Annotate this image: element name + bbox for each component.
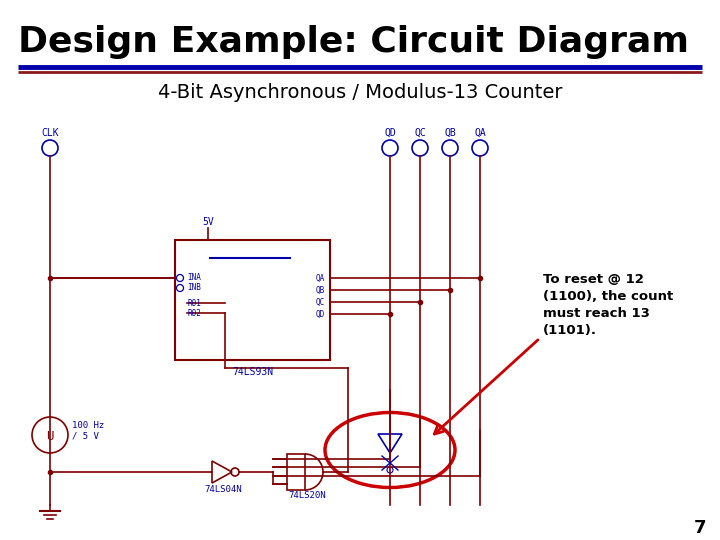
- Text: INA: INA: [187, 273, 201, 282]
- Text: QB: QB: [316, 286, 325, 294]
- Text: R01: R01: [187, 299, 201, 307]
- Bar: [175, 240, 330, 360]
- Text: R02: R02: [187, 308, 201, 318]
- Text: 7: 7: [694, 519, 706, 537]
- Text: QC: QC: [414, 128, 426, 138]
- Text: 74LS04N: 74LS04N: [204, 485, 242, 495]
- Text: QB: QB: [444, 128, 456, 138]
- Text: INB: INB: [187, 284, 201, 293]
- Text: 100 Hz
/ 5 V: 100 Hz / 5 V: [72, 421, 104, 441]
- Text: QD: QD: [316, 309, 325, 319]
- Text: QD: QD: [384, 128, 396, 138]
- Text: 74LS93N: 74LS93N: [232, 367, 273, 377]
- Text: 74LS20N: 74LS20N: [288, 491, 326, 501]
- Text: U: U: [46, 430, 54, 443]
- Text: QA: QA: [474, 128, 486, 138]
- Text: QC: QC: [316, 298, 325, 307]
- Text: QA: QA: [316, 273, 325, 282]
- Text: To reset @ 12
(1100), the count
must reach 13
(1101).: To reset @ 12 (1100), the count must rea…: [543, 273, 673, 337]
- Text: 5V: 5V: [202, 217, 214, 227]
- Bar: [287, 454, 305, 490]
- Text: Design Example: Circuit Diagram: Design Example: Circuit Diagram: [18, 25, 689, 59]
- Text: CLK: CLK: [41, 128, 59, 138]
- Text: 4-Bit Asynchronous / Modulus-13 Counter: 4-Bit Asynchronous / Modulus-13 Counter: [158, 84, 562, 103]
